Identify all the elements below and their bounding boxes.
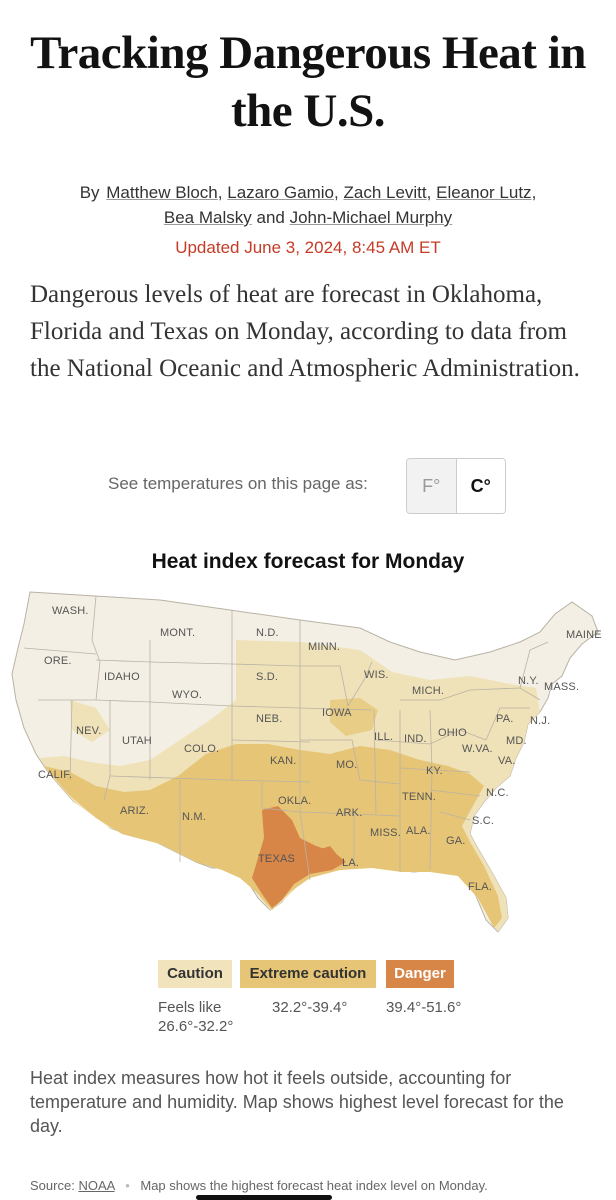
- separator-dot-icon: •: [125, 1178, 130, 1193]
- state-label: ARIZ.: [120, 805, 149, 817]
- source-note: Map shows the highest forecast heat inde…: [140, 1178, 488, 1193]
- state-label: MD.: [506, 735, 527, 747]
- home-indicator[interactable]: [196, 1195, 332, 1200]
- state-label: MO.: [336, 759, 357, 771]
- state-label: IOWA: [322, 707, 352, 719]
- state-label: S.D.: [256, 671, 278, 683]
- state-label: IND.: [404, 733, 427, 745]
- state-label: OKLA.: [278, 795, 311, 807]
- state-label: MICH.: [412, 685, 444, 697]
- state-label: NEV.: [76, 725, 101, 737]
- state-label: UTAH: [122, 735, 152, 747]
- state-label: TEXAS: [258, 853, 295, 865]
- heat-index-footnote: Heat index measures how hot it feels out…: [30, 1068, 564, 1136]
- extreme-caution-zone: [330, 698, 378, 736]
- state-label: W.VA.: [462, 743, 493, 755]
- byline: By Matthew Bloch, Lazaro Gamio, Zach Lev…: [79, 183, 537, 227]
- state-label: LA.: [342, 857, 359, 869]
- state-labels: WASH. ORE. CALIF. NEV. IDAHO MONT. WYO. …: [38, 605, 602, 893]
- unit-toggle-label: See temperatures on this page as:: [108, 474, 368, 493]
- state-label: ARK.: [336, 807, 362, 819]
- byline-prefix: By: [79, 183, 100, 202]
- state-label: MONT.: [160, 627, 195, 639]
- state-label: MISS.: [370, 827, 401, 839]
- state-label: IDAHO: [104, 671, 140, 683]
- state-label: N.Y.: [518, 675, 539, 687]
- unit-toggle-row: See temperatures on this page as: F° C°: [0, 458, 616, 514]
- byline-and: and: [256, 208, 285, 227]
- state-label: TENN.: [402, 791, 436, 803]
- us-map-svg: WASH. ORE. CALIF. NEV. IDAHO MONT. WYO. …: [11, 591, 602, 933]
- state-label: WASH.: [52, 605, 89, 617]
- map-legend: Caution Extreme caution Danger Feels lik…: [0, 960, 616, 1040]
- updated-timestamp: Updated June 3, 2024, 8:45 AM ET: [175, 238, 441, 257]
- state-label: MASS.: [544, 681, 579, 693]
- danger-zone: [318, 846, 338, 862]
- author-link[interactable]: Zach Levitt: [343, 183, 427, 202]
- legend-danger-range: 39.4°-51.6°: [386, 999, 462, 1016]
- state-label: MAINE: [566, 629, 602, 641]
- legend-range-value: 26.6°-32.2°: [158, 1018, 234, 1035]
- state-label: KAN.: [270, 755, 296, 767]
- state-label: N.D.: [256, 627, 279, 639]
- legend-danger-chip: Danger: [386, 960, 454, 988]
- legend-extreme-caution-chip: Extreme caution: [240, 960, 376, 988]
- author-link[interactable]: John-Michael Murphy: [289, 208, 453, 227]
- author-link[interactable]: Bea Malsky: [163, 208, 252, 227]
- state-label: CALIF.: [38, 769, 72, 781]
- heat-index-map: WASH. ORE. CALIF. NEV. IDAHO MONT. WYO. …: [0, 580, 616, 950]
- source-link[interactable]: NOAA: [78, 1178, 115, 1193]
- celsius-option[interactable]: C°: [456, 459, 505, 513]
- state-label: FLA.: [468, 881, 492, 893]
- state-label: PA.: [496, 713, 514, 725]
- state-label: WYO.: [172, 689, 202, 701]
- danger-zone: [252, 806, 346, 908]
- intro-paragraph: Dangerous levels of heat are forecast in…: [30, 281, 580, 382]
- caution-zone: [70, 700, 110, 742]
- state-label: S.C.: [472, 815, 494, 827]
- map-title: Heat index forecast for Monday: [151, 550, 465, 573]
- state-label: VA.: [498, 755, 516, 767]
- state-label: MINN.: [308, 641, 340, 653]
- state-label: ORE.: [44, 655, 72, 667]
- state-borders: [23, 595, 549, 881]
- state-label: WIS.: [364, 669, 389, 681]
- author-link[interactable]: Eleanor Lutz: [436, 183, 532, 202]
- unit-toggle[interactable]: F° C°: [406, 458, 506, 514]
- legend-caution-chip: Caution: [158, 960, 232, 988]
- state-label: KY.: [426, 765, 443, 777]
- author-link[interactable]: Lazaro Gamio: [227, 183, 335, 202]
- state-label: ALA.: [406, 825, 431, 837]
- state-label: COLO.: [184, 743, 219, 755]
- state-label: N.J.: [530, 715, 550, 727]
- source-line: Source: NOAA • Map shows the highest for…: [30, 1178, 610, 1193]
- headline: Tracking Dangerous Heat in the U.S.: [30, 27, 586, 137]
- state-label: ILL.: [374, 731, 393, 743]
- legend-extreme-caution-range: 32.2°-39.4°: [272, 999, 348, 1016]
- author-link[interactable]: Matthew Bloch: [106, 183, 218, 202]
- legend-caution-range: Feels like 26.6°-32.2°: [158, 998, 268, 1036]
- legend-feels-like: Feels like: [158, 999, 222, 1016]
- state-label: GA.: [446, 835, 466, 847]
- fahrenheit-option[interactable]: F°: [407, 459, 457, 513]
- source-label: Source:: [30, 1178, 75, 1193]
- state-label: OHIO: [438, 727, 467, 739]
- state-label: NEB.: [256, 713, 282, 725]
- state-label: N.C.: [486, 787, 509, 799]
- state-label: N.M.: [182, 811, 206, 823]
